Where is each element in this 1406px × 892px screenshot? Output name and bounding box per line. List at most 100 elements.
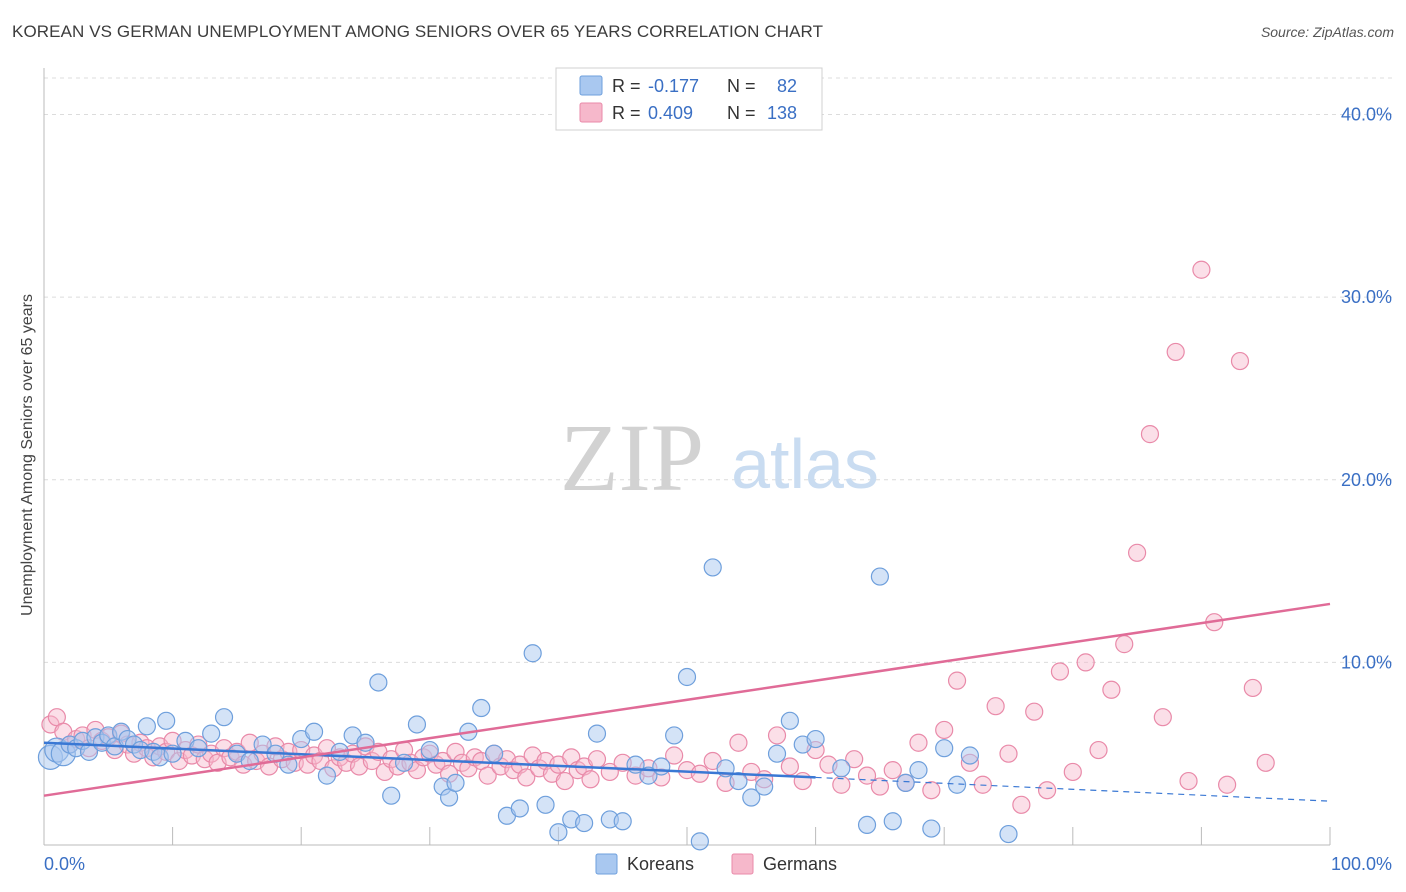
korean-point	[755, 777, 774, 796]
korean-point	[382, 786, 401, 805]
trend-lines	[43, 602, 1331, 802]
german-point	[1230, 351, 1250, 371]
axes: 10.0% 20.0% 30.0% 40.0% 0.0% 100.0%	[43, 68, 1392, 874]
german-point	[1063, 762, 1082, 782]
korean-point	[202, 724, 221, 743]
german-point	[1153, 708, 1172, 727]
german-point	[845, 750, 864, 769]
korean-point	[549, 823, 568, 842]
korean-point	[922, 819, 941, 838]
korean-trend-extension	[815, 776, 1331, 802]
watermark-atlas: atlas	[731, 425, 879, 503]
german-point	[1115, 635, 1134, 654]
german-point	[1192, 260, 1211, 279]
german-point	[581, 770, 600, 789]
legend-swatch-germans	[731, 853, 754, 875]
german-point	[935, 720, 954, 740]
german-point	[1256, 753, 1275, 772]
korean-point	[157, 711, 176, 730]
korean-point	[137, 717, 156, 736]
german-point	[587, 750, 607, 769]
stats-swatch-koreans	[579, 75, 603, 96]
stats-germans-n-label: N =	[727, 103, 756, 123]
korean-point	[304, 722, 324, 741]
korean-point	[806, 729, 825, 749]
korean-point	[665, 726, 684, 745]
koreans-points	[37, 558, 1018, 851]
series-legend: Koreans Germans	[595, 853, 837, 875]
korean-point	[394, 753, 414, 772]
y-tick-label: 30.0%	[1341, 287, 1392, 307]
korean-point	[677, 667, 697, 687]
korean-point	[960, 746, 980, 765]
y-tick-label: 40.0%	[1341, 105, 1392, 125]
german-point	[1127, 543, 1147, 562]
korean-point	[703, 558, 722, 577]
german-point	[1102, 680, 1121, 699]
german-point	[690, 764, 709, 783]
german-point	[1050, 662, 1070, 681]
korean-point	[317, 766, 337, 785]
german-point	[478, 766, 497, 785]
korean-point	[729, 771, 748, 791]
german-point	[1243, 678, 1262, 698]
legend-label-germans: Germans	[763, 854, 837, 874]
german-point	[1025, 702, 1044, 721]
german-point	[665, 746, 684, 765]
stats-koreans-r-value: -0.177	[648, 76, 699, 96]
watermark-zip: ZIP	[560, 404, 704, 511]
korean-point	[999, 824, 1018, 844]
german-point	[793, 771, 812, 791]
korean-point	[407, 715, 427, 734]
german-point	[780, 757, 799, 776]
korean-point	[896, 773, 915, 793]
chart-title: KOREAN VS GERMAN UNEMPLOYMENT AMONG SENI…	[12, 22, 824, 41]
korean-point	[420, 740, 439, 760]
german-point	[1037, 781, 1057, 800]
korean-point	[780, 711, 799, 730]
korean-point	[652, 757, 671, 776]
korean-point	[485, 744, 504, 763]
german-point	[1218, 775, 1237, 794]
german-point	[870, 777, 890, 796]
korean-point	[587, 724, 607, 743]
german-point	[1089, 740, 1108, 760]
german-point	[1166, 342, 1185, 362]
german-point	[883, 761, 902, 780]
korean-point	[472, 698, 491, 718]
korean-point	[870, 567, 890, 586]
german-point	[909, 733, 928, 752]
german-point	[922, 781, 941, 800]
german-point	[986, 697, 1005, 716]
korean-point	[523, 644, 542, 663]
stats-legend: R = -0.177 N = 82 R = 0.409 N = 138	[555, 67, 823, 131]
german-point	[1140, 425, 1160, 444]
korean-point	[767, 744, 787, 763]
legend-swatch-koreans	[595, 853, 618, 875]
x-tick-label-max: 100.0%	[1331, 854, 1392, 874]
german-point	[555, 771, 574, 791]
y-tick-label: 20.0%	[1341, 470, 1392, 490]
german-point	[1012, 795, 1031, 814]
y-tick-label: 10.0%	[1341, 652, 1392, 672]
stats-germans-r-label: R =	[612, 103, 641, 123]
korean-point	[446, 773, 465, 793]
korean-point	[613, 812, 632, 831]
korean-point	[214, 708, 234, 727]
stats-koreans-r-label: R =	[612, 76, 641, 96]
german-point	[767, 726, 787, 745]
watermark: ZIP atlas	[560, 404, 879, 511]
korean-trend-line	[43, 741, 816, 779]
stats-swatch-germans	[579, 102, 603, 123]
korean-point	[857, 815, 877, 835]
stats-koreans-n-value: 82	[777, 76, 797, 96]
korean-point	[690, 832, 709, 851]
german-point	[729, 733, 748, 752]
stats-germans-r-value: 0.409	[648, 103, 693, 123]
german-point	[1076, 653, 1095, 672]
korean-point	[832, 759, 851, 778]
korean-point	[369, 673, 388, 692]
germans-points	[41, 260, 1275, 814]
german-point	[517, 768, 536, 787]
